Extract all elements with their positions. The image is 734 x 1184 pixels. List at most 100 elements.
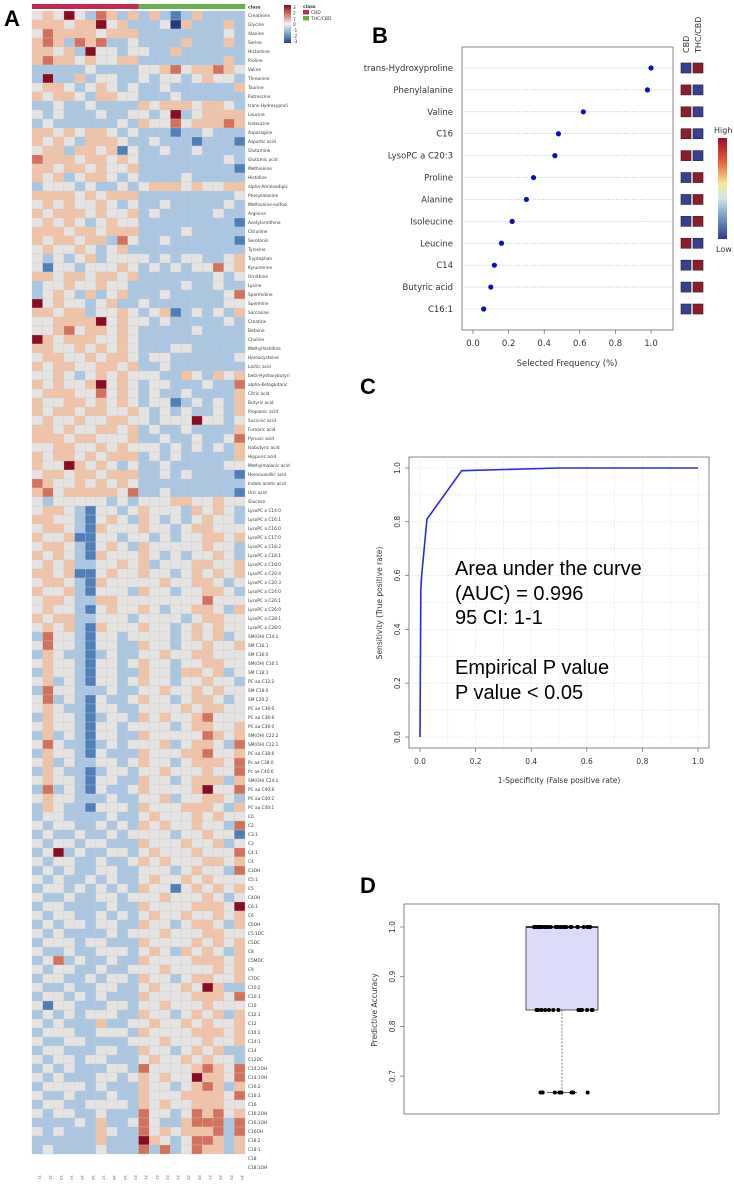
thc-cbd-level-square (692, 194, 704, 205)
heatmap-cell (138, 10, 150, 21)
frequency-colorbar (718, 138, 727, 239)
heatmap-cell (148, 766, 160, 777)
heatmap-cell (202, 1090, 214, 1101)
heatmap-cell (117, 352, 128, 363)
heatmap-cell (191, 811, 203, 822)
heatmap-cell (53, 883, 65, 894)
heatmap-cell (31, 703, 43, 714)
heatmap-cell (31, 46, 43, 57)
heatmap-cell (138, 658, 150, 669)
heatmap-cell (202, 1045, 214, 1056)
heatmap-cell (127, 757, 139, 768)
heatmap-cell (159, 343, 171, 354)
heatmap-cell (138, 847, 150, 858)
heatmap-row-label: Arginine (248, 211, 266, 217)
accuracy-point (552, 1090, 557, 1095)
heatmap-cell (127, 361, 139, 372)
heatmap-cell (202, 235, 214, 246)
heatmap-cell (127, 379, 139, 390)
metabolite-label: C16 (436, 130, 453, 140)
heatmap-cell (74, 703, 86, 714)
heatmap-cell (106, 829, 118, 840)
metabolite-label: trans-Hydroxyproline (364, 64, 453, 74)
heatmap-cell (180, 1117, 192, 1128)
roc-panel: 1-Specificity (False positive rate) Sens… (375, 456, 710, 785)
heatmap-cell (180, 451, 192, 462)
heatmap-cell (63, 1144, 75, 1155)
heatmap-cell (202, 334, 214, 345)
heatmap-cell (95, 532, 107, 543)
heatmap-cell (117, 37, 128, 48)
heatmap-cell (212, 334, 224, 345)
heatmap-cell (202, 856, 214, 867)
heatmap-cell (212, 280, 224, 291)
heatmap-cell (234, 343, 246, 354)
heatmap-cell (53, 442, 65, 453)
heatmap-cell (85, 1117, 97, 1128)
heatmap-cell (85, 1009, 97, 1020)
heatmap-cell (159, 1144, 171, 1155)
heatmap-cell (42, 370, 54, 381)
heatmap-row-label: C5DC (248, 940, 260, 946)
heatmap-cell (53, 658, 65, 669)
heatmap-cell (42, 1000, 54, 1011)
heatmap-cell (148, 1126, 160, 1137)
heatmap-cell (170, 379, 182, 390)
heatmap-cell (63, 208, 75, 219)
heatmap-cell (180, 397, 192, 408)
heatmap-cell (170, 1135, 182, 1146)
heatmap-cell (85, 937, 97, 948)
heatmap-cell (138, 73, 150, 84)
heatmap-cell (212, 307, 224, 318)
heatmap-cell (127, 559, 139, 570)
heatmap-cell (234, 289, 246, 300)
heatmap-cell (212, 415, 224, 426)
heatmap-cell (159, 757, 171, 768)
heatmap-cell (53, 694, 65, 705)
heatmap-cell (117, 946, 128, 957)
heatmap-cell (202, 1108, 214, 1119)
heatmap-cell (180, 865, 192, 876)
heatmap-cell (95, 487, 107, 498)
heatmap-cell (95, 541, 107, 552)
heatmap-cell (159, 55, 171, 66)
heatmap-cell (170, 847, 182, 858)
heatmap-cell (74, 973, 86, 984)
heatmap-cell (202, 478, 214, 489)
heatmap-cell (42, 856, 54, 867)
heatmap-cell (202, 748, 214, 759)
heatmap-cell (191, 298, 203, 309)
heatmap-cell (31, 541, 43, 552)
heatmap-cell (42, 712, 54, 723)
heatmap-column-label: 20 (133, 1175, 138, 1180)
heatmap-cell (95, 811, 107, 822)
heatmap-cell (138, 37, 150, 48)
heatmap-cell (223, 676, 235, 687)
heatmap-cell (95, 370, 107, 381)
heatmap-cell (159, 919, 171, 930)
heatmap-cell (180, 658, 192, 669)
heatmap-cell (127, 676, 139, 687)
frequency-dot (488, 284, 494, 290)
heatmap-cell (191, 163, 203, 174)
heatmap-cell (127, 325, 139, 336)
heatmap-cell (191, 424, 203, 435)
heatmap-cell (42, 109, 54, 120)
heatmap-cell (138, 856, 150, 867)
heatmap-cell (234, 748, 246, 759)
heatmap-cell (170, 910, 182, 921)
accuracy-point (561, 925, 566, 929)
heatmap-column-label: 17 (102, 1175, 107, 1180)
heatmap-cell (106, 694, 118, 705)
heatmap-cell (202, 676, 214, 687)
heatmap-cell (63, 991, 75, 1002)
metabolite-label: Isoleucine (410, 217, 453, 227)
heatmap-cell (95, 55, 107, 66)
heatmap-cell (117, 784, 128, 795)
heatmap-cell (31, 1027, 43, 1038)
heatmap-cell (106, 910, 118, 921)
heatmap-cell (63, 253, 75, 264)
heatmap-cell (180, 775, 192, 786)
heatmap-cell (138, 262, 150, 273)
class-bar-cell (149, 4, 160, 9)
